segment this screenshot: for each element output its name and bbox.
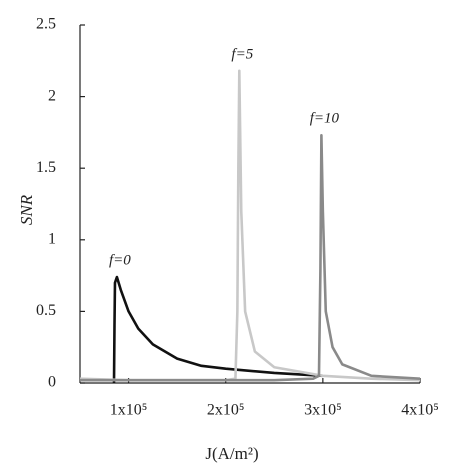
y-tick-label: 1 bbox=[48, 230, 56, 247]
series-line bbox=[79, 69, 421, 382]
x-axis-title: J(A/m²) bbox=[205, 444, 258, 463]
y-tick-label: 2 bbox=[48, 87, 56, 104]
y-tick-label: 0.5 bbox=[36, 302, 56, 319]
series-line bbox=[112, 275, 323, 384]
series-line bbox=[80, 133, 421, 382]
y-tick-label: 2.5 bbox=[36, 16, 56, 33]
x-tick-label: 3x10⁵ bbox=[304, 402, 342, 419]
y-tick-label: 1.5 bbox=[36, 159, 56, 176]
x-tick-label: 1x10⁵ bbox=[110, 402, 148, 419]
annotation: f=5 bbox=[231, 46, 253, 62]
annotation: f=0 bbox=[109, 252, 131, 268]
y-axis-title: SNR bbox=[17, 194, 36, 225]
annotation: f=10 bbox=[310, 111, 340, 127]
x-tick-label: 4x10⁵ bbox=[401, 402, 439, 419]
y-tick-label: 0 bbox=[48, 374, 56, 391]
x-tick-label: 2x10⁵ bbox=[207, 402, 245, 419]
